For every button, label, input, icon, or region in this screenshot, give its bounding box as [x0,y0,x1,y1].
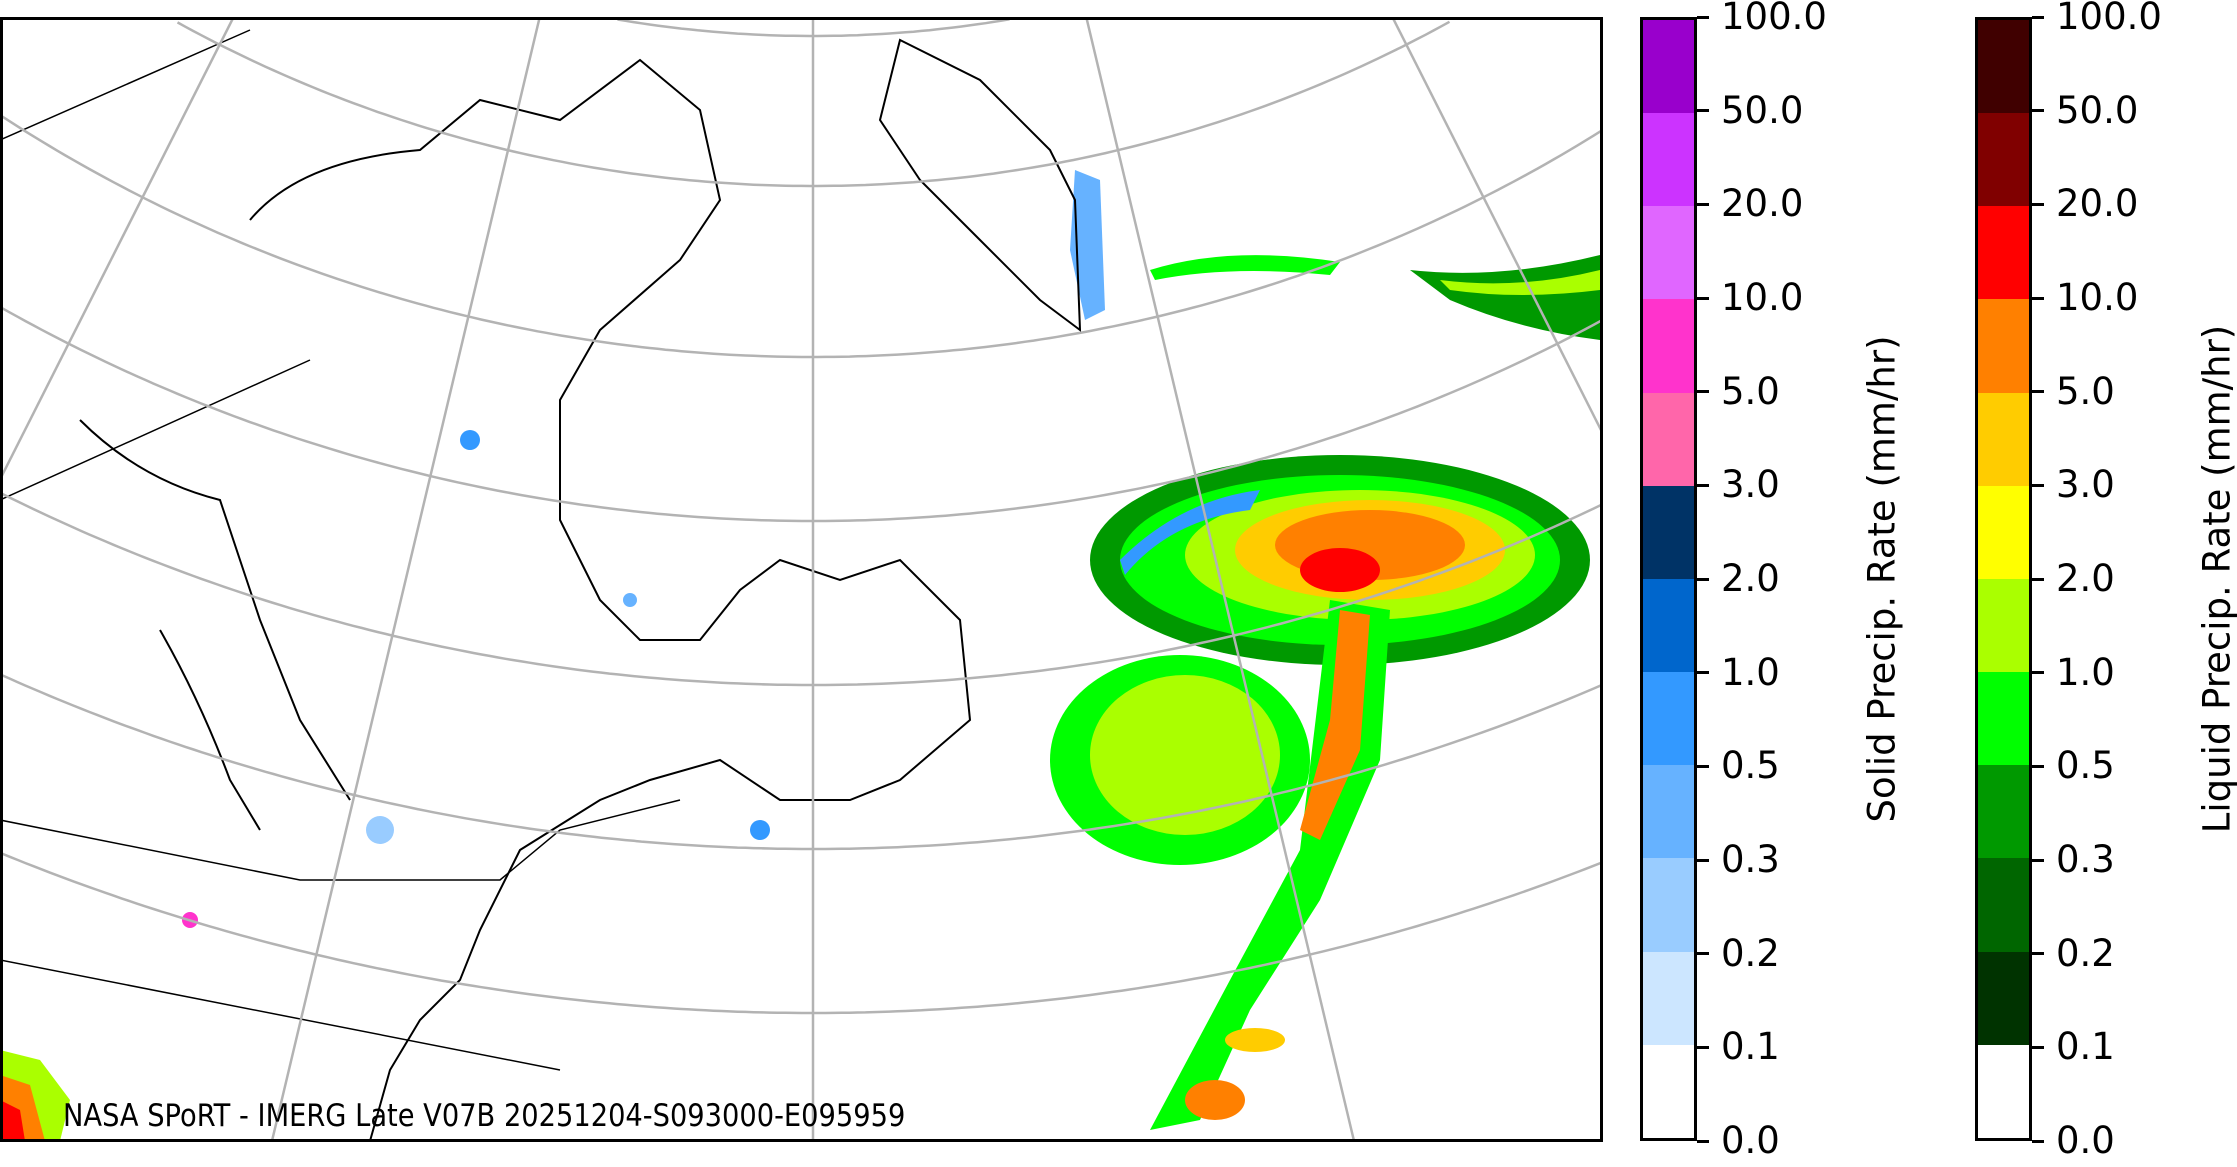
colorbar-bin [1978,578,2029,673]
latitude-line [1,306,1602,523]
tick-label: 0.1 [2056,1025,2115,1069]
coastlines [79,38,1082,1141]
precip-area [1120,490,1260,575]
latitude-line [1,673,1602,851]
precip-area [1410,255,1600,340]
colorbar-bin [1978,113,2029,207]
tick-label: 1.0 [2056,650,2115,694]
tick-label: 0.5 [2056,744,2115,788]
border [1,359,311,501]
solid-precip-colorbar [1640,17,1697,1141]
liquid-precip-ticks: 0.0 0.1 0.2 0.3 0.5 1.0 2.0 3.0 5.0 10.0 20.0 50.0 1… [2032,0,2162,1162]
precip-area [1300,548,1380,592]
colorbar-bin [1643,392,1694,486]
colorbar-bin [1643,485,1694,579]
liquid-precip-label: Liquid Precip. Rate (mm/hr) [2195,324,2237,834]
tick-label: 2.0 [1721,557,1780,600]
tick-label: 100.0 [1721,0,1827,38]
coastline [878,38,1082,333]
tick-label: 3.0 [2056,463,2115,507]
graticule [1,18,1602,1141]
latitude-line [1,114,1602,359]
colorbar-bin [1978,206,2029,300]
tick-label: 2.0 [2056,557,2115,600]
border [1,29,251,141]
latitude-line [1,492,1602,687]
tick-label: 0.5 [1721,744,1780,788]
colorbar-bin [1643,1044,1694,1138]
tick-label: 1.0 [1721,650,1780,694]
liquid-precip-colorbar [1975,17,2032,1141]
tick-label: 100.0 [2056,0,2162,38]
precip-area [366,816,394,844]
tick-label: 20.0 [1721,182,1804,226]
coastline [249,58,972,1141]
coastline [159,629,261,831]
precip-area [1,1100,25,1141]
colorbar-bin [1978,485,2029,579]
tick-label: 0.1 [1721,1025,1780,1069]
colorbar-bin [1978,858,2029,952]
border [1,959,561,1071]
colorbar-bin [1978,951,2029,1045]
tick-label: 0.0 [1721,1119,1780,1162]
solid-precip-label: Solid Precip. Rate (mm/hr) [1860,335,1904,823]
colorbar-bin [1643,299,1694,393]
tick-label: 0.2 [1721,931,1780,975]
map-frame [0,17,1603,1142]
border [1,799,681,881]
colorbar-bin [1978,1044,2029,1138]
colorbar-bin [1978,299,2029,393]
meridian-line [1392,18,1602,434]
tick-label: 10.0 [1721,276,1804,319]
colorbar-bin [1643,765,1694,859]
tick-label: 5.0 [2056,369,2115,413]
precip-area [1090,675,1280,835]
tick-label: 5.0 [1721,369,1780,413]
tick-label: 0.3 [1721,838,1780,881]
tick-label: 10.0 [2056,276,2139,319]
precip-area [1070,170,1105,320]
colorbar-bin [1978,765,2029,859]
tick-label: 0.0 [2056,1119,2115,1162]
colorbar-bin [1643,19,1694,114]
tick-label: 50.0 [2056,88,2139,132]
precip-area [750,820,770,840]
colorbar-bin [1643,206,1694,300]
colorbar-bin [1978,672,2029,766]
precipitation-layer [1,170,1600,1141]
precip-area [1440,270,1600,295]
colorbar-bin [1978,392,2029,486]
tick-label: 3.0 [1721,463,1780,507]
precipitation-map [0,17,1603,1142]
tick-label: 20.0 [2056,182,2139,226]
meridian-line [1085,18,1356,1141]
colorbar-bin [1643,672,1694,766]
map-caption: NASA SPoRT - IMERG Late V07B 20251204-S0… [63,1098,906,1134]
meridian-line [1,18,234,480]
colorbar-bin [1643,578,1694,673]
coastline [79,419,351,801]
tick-label: 0.2 [2056,931,2115,975]
borders [1,29,681,1071]
colorbar-bin [1978,19,2029,114]
precip-area [1150,255,1340,280]
tick-label: 0.3 [2056,838,2115,881]
colorbar-bin [1643,951,1694,1045]
colorbar-bin [1643,113,1694,207]
precip-area [623,593,637,607]
precip-area [1185,1080,1245,1120]
precip-area [460,430,480,450]
colorbar-bin [1643,858,1694,952]
tick-label: 50.0 [1721,88,1804,132]
meridian-line [270,18,541,1141]
precip-area [1225,1028,1285,1052]
latitude-line [1,852,1602,1015]
solid-precip-ticks: 0.0 0.1 0.2 0.3 0.5 1.0 2.0 3.0 5.0 10.0 20.0 50.0 1… [1697,0,1827,1162]
